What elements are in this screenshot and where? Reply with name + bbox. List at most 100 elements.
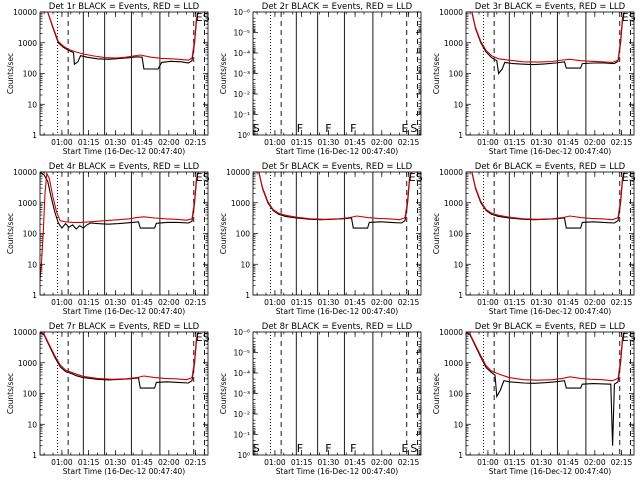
x-tick-label: 01:15 bbox=[291, 138, 313, 147]
events-series-line bbox=[466, 332, 634, 446]
x-tick-label: 01:00 bbox=[264, 298, 286, 307]
x-tick-label: 01:00 bbox=[477, 298, 499, 307]
x-tick-label: 02:00 bbox=[584, 138, 606, 147]
panel-det-5r: Det 5r BLACK = Events, RED = LLD 1 10 100 10… bbox=[219, 162, 423, 316]
plot-frame bbox=[39, 11, 209, 136]
x-axis-label: Start Time (16-Dec-12 00:47:40) bbox=[63, 147, 185, 156]
y-tick-label: 10 bbox=[27, 100, 37, 109]
y-axis-label: Counts/sec bbox=[432, 213, 441, 254]
y-axis-label: Counts/sec bbox=[6, 373, 15, 414]
x-axis-label: Start Time (16-Dec-12 00:47:40) bbox=[276, 467, 398, 476]
y-tick-label: 1 bbox=[458, 291, 463, 300]
x-tick-label: 01:00 bbox=[477, 138, 499, 147]
x-tick-label: 01:15 bbox=[504, 298, 526, 307]
x-tick-label: 02:00 bbox=[158, 298, 180, 307]
x-tick-label: 02:15 bbox=[611, 138, 633, 147]
lld-series-line bbox=[40, 172, 208, 281]
y-tick-label: 1 bbox=[32, 131, 37, 140]
x-tick-label: 01:15 bbox=[78, 138, 100, 147]
x-tick-label: 02:00 bbox=[584, 458, 606, 467]
x-tick-label: 01:45 bbox=[131, 138, 153, 147]
event-marker-label: S bbox=[410, 122, 417, 135]
panel-title: Det 3r BLACK = Events, RED = LLD bbox=[475, 2, 626, 12]
y-tick-label: 10 bbox=[27, 260, 37, 269]
x-tick-label: 01:45 bbox=[344, 298, 366, 307]
x-tick-label: 02:00 bbox=[584, 298, 606, 307]
y-tick-label: 1000 bbox=[231, 199, 250, 208]
y-tick-label: 10⁻² bbox=[233, 410, 250, 419]
y-tick-label: 10⁻⁶ bbox=[233, 328, 250, 337]
x-axis-label: Start Time (16-Dec-12 00:47:40) bbox=[489, 467, 611, 476]
y-tick-label: 10000 bbox=[439, 8, 463, 17]
lld-series-line bbox=[466, 12, 634, 63]
panel-det-6r: Det 6r BLACK = Events, RED = LLD 1 10 100 10… bbox=[432, 162, 636, 316]
y-tick-label: 1 bbox=[245, 291, 250, 300]
x-axis-label: Start Time (16-Dec-12 00:47:40) bbox=[276, 307, 398, 316]
plot-frame bbox=[252, 11, 422, 136]
x-tick-label: 02:15 bbox=[611, 458, 633, 467]
lld-series-line bbox=[466, 172, 634, 221]
x-axis-label: Start Time (16-Dec-12 00:47:40) bbox=[276, 147, 398, 156]
x-tick-label: 02:15 bbox=[398, 138, 420, 147]
x-tick-label: 01:30 bbox=[531, 458, 553, 467]
event-marker-label: E bbox=[409, 171, 416, 184]
x-tick-label: 01:45 bbox=[557, 458, 579, 467]
y-tick-label: 10⁰ bbox=[237, 451, 250, 460]
y-tick-label: 1 bbox=[32, 451, 37, 460]
y-tick-label: 10⁻⁵ bbox=[233, 29, 250, 38]
event-marker-label: E bbox=[401, 442, 408, 455]
panel-det-8r: Det 8r BLACK = Events, RED = LLD 10⁻⁶ 10⁻⁵… bbox=[219, 322, 422, 476]
y-tick-label: 10000 bbox=[13, 328, 37, 337]
x-tick-label: 02:00 bbox=[371, 298, 393, 307]
x-axis-label: Start Time (16-Dec-12 00:47:40) bbox=[63, 467, 185, 476]
y-tick-label: 1000 bbox=[18, 39, 37, 48]
panel-title: Det 7r BLACK = Events, RED = LLD bbox=[49, 322, 200, 332]
y-tick-label: 10⁻¹ bbox=[233, 431, 250, 440]
panel-title: Det 1r BLACK = Events, RED = LLD bbox=[49, 2, 200, 12]
y-axis-label: Counts/sec bbox=[219, 213, 228, 254]
events-series-line bbox=[466, 12, 634, 75]
panel-title: Det 6r BLACK = Events, RED = LLD bbox=[475, 162, 626, 172]
event-marker-label: S bbox=[203, 171, 210, 184]
panel-det-9r: Det 9r BLACK = Events, RED = LLD 1 10 100 10… bbox=[432, 322, 636, 476]
x-tick-label: 01:00 bbox=[477, 458, 499, 467]
x-tick-label: 01:15 bbox=[504, 138, 526, 147]
x-tick-label: 01:45 bbox=[131, 458, 153, 467]
event-marker-label: F bbox=[350, 122, 356, 135]
x-tick-label: 02:15 bbox=[398, 298, 420, 307]
y-tick-label: 1000 bbox=[444, 199, 463, 208]
y-tick-label: 100 bbox=[449, 70, 464, 79]
y-tick-label: 1000 bbox=[444, 39, 463, 48]
lld-series-line bbox=[40, 332, 208, 381]
y-tick-label: 10000 bbox=[13, 8, 37, 17]
y-tick-label: 100 bbox=[236, 230, 251, 239]
x-tick-label: 02:00 bbox=[371, 138, 393, 147]
y-tick-label: 10⁻¹ bbox=[233, 111, 250, 120]
x-tick-label: 01:45 bbox=[557, 138, 579, 147]
panel-title: Det 2r BLACK = Events, RED = LLD bbox=[262, 2, 413, 12]
y-axis-label: Counts/sec bbox=[432, 373, 441, 414]
x-tick-label: 02:15 bbox=[185, 298, 207, 307]
x-tick-label: 02:15 bbox=[185, 458, 207, 467]
lld-series-line bbox=[40, 12, 208, 61]
x-tick-label: 01:30 bbox=[105, 458, 127, 467]
y-tick-label: 100 bbox=[23, 390, 38, 399]
y-tick-label: 1 bbox=[458, 131, 463, 140]
x-tick-label: 01:15 bbox=[504, 458, 526, 467]
panel-title: Det 4r BLACK = Events, RED = LLD bbox=[49, 162, 200, 172]
x-tick-label: 01:15 bbox=[78, 298, 100, 307]
x-tick-label: 01:15 bbox=[291, 298, 313, 307]
event-marker-label: F bbox=[350, 442, 356, 455]
panel-det-3r: Det 3r BLACK = Events, RED = LLD 1 10 100 10… bbox=[432, 2, 636, 156]
x-tick-label: 01:30 bbox=[531, 298, 553, 307]
plot-frame bbox=[465, 171, 635, 296]
y-tick-label: 10⁻² bbox=[233, 90, 250, 99]
y-tick-label: 1 bbox=[32, 291, 37, 300]
event-marker-label: E bbox=[622, 331, 629, 344]
event-marker-label: E bbox=[196, 171, 203, 184]
event-marker-label: S bbox=[629, 171, 636, 184]
y-axis-label: Counts/sec bbox=[219, 373, 228, 414]
y-tick-label: 10000 bbox=[439, 168, 463, 177]
event-marker-label: F bbox=[325, 442, 331, 455]
